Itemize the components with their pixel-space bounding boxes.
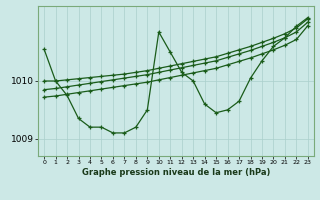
X-axis label: Graphe pression niveau de la mer (hPa): Graphe pression niveau de la mer (hPa) <box>82 168 270 177</box>
